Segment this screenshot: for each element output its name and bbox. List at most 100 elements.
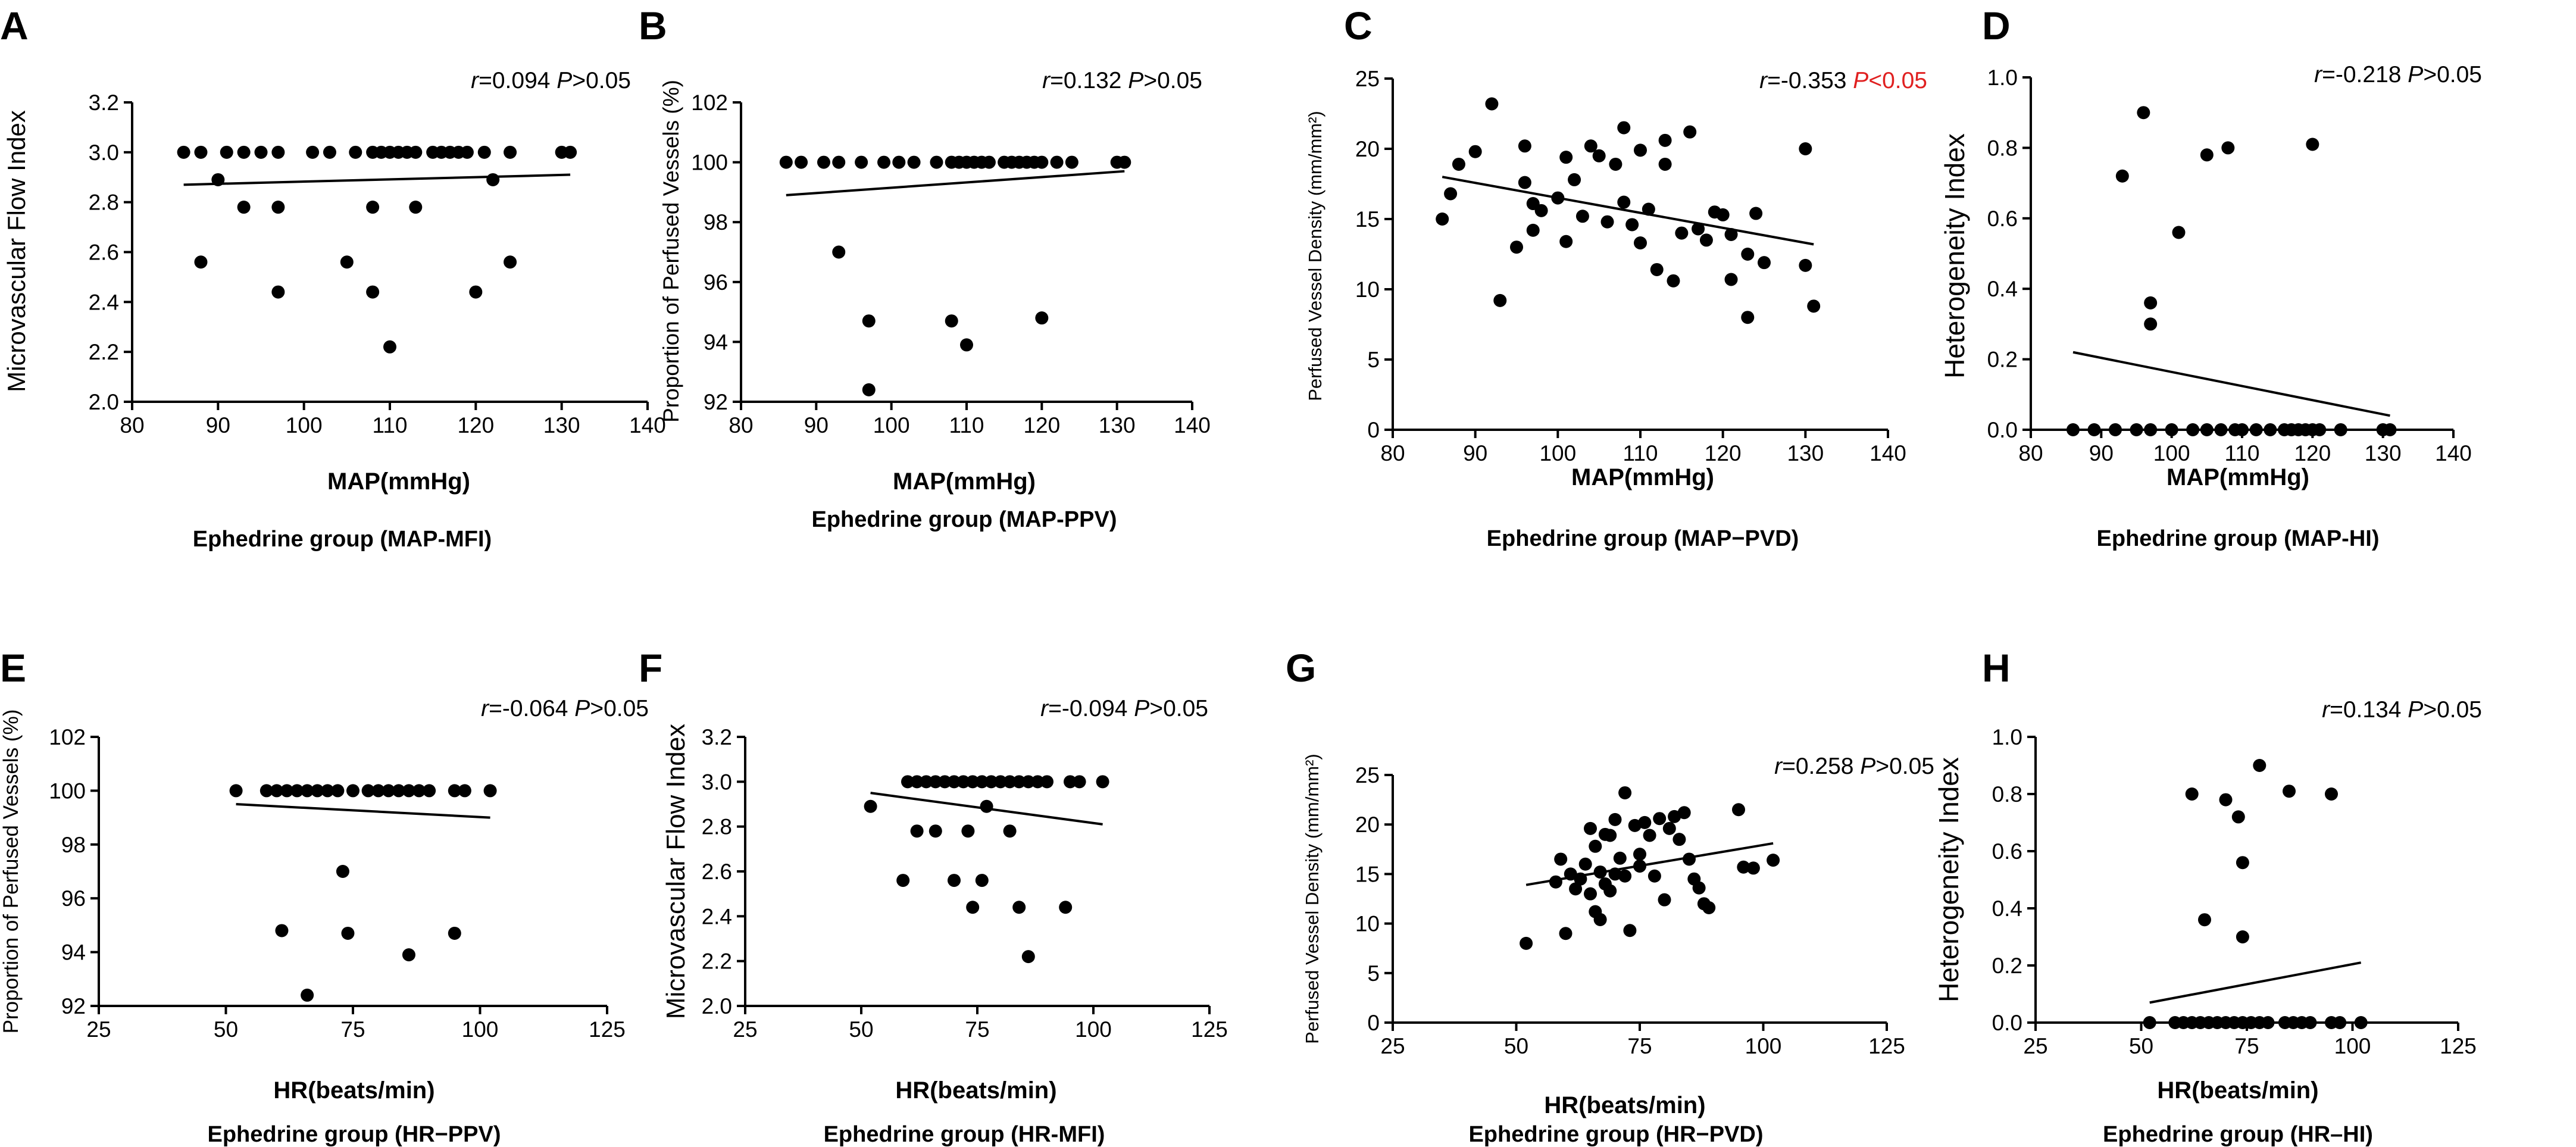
- y-tick-label: 2.8: [89, 190, 119, 215]
- data-point: [220, 145, 233, 159]
- panel-letter: G: [1286, 646, 1316, 690]
- data-point: [361, 784, 375, 798]
- data-point: [2236, 423, 2249, 436]
- x-tick-label: 80: [2018, 441, 2043, 465]
- data-point: [336, 865, 349, 878]
- data-point: [1617, 195, 1631, 209]
- data-point: [564, 145, 577, 159]
- panel-letter: F: [639, 646, 662, 690]
- panel-c: C 80 90 100 110 120 130 140 0 5 10 15 20 25 Perfused V…: [1305, 4, 1927, 551]
- correlation-stat: r=-0.064 P>0.05: [481, 696, 649, 721]
- y-tick-label: 0.4: [1987, 277, 2018, 301]
- data-point: [1799, 142, 1812, 155]
- data-point: [1584, 821, 1597, 835]
- data-point: [862, 383, 876, 396]
- x-axis-label: HR(beats/min): [2157, 1077, 2318, 1104]
- data-point: [2067, 423, 2080, 436]
- data-point: [2165, 423, 2178, 436]
- data-point: [1073, 775, 1086, 789]
- data-point: [1741, 311, 1755, 324]
- data-point: [1518, 176, 1531, 189]
- y-tick-label: 98: [704, 210, 728, 235]
- stat-r-symbol: r: [2314, 62, 2323, 87]
- data-point: [254, 145, 268, 159]
- x-tick-label: 100: [1745, 1034, 1782, 1058]
- data-point: [1642, 202, 1655, 216]
- data-point: [1647, 869, 1661, 883]
- data-point: [1618, 786, 1632, 799]
- stat-r-symbol: r: [2322, 697, 2331, 723]
- data-point: [929, 775, 942, 789]
- data-point: [1807, 299, 1821, 313]
- y-tick-label: 94: [704, 330, 728, 354]
- x-tick-label: 110: [373, 413, 408, 437]
- data-point: [2306, 137, 2319, 151]
- data-point: [1675, 226, 1689, 240]
- data-point: [311, 784, 324, 798]
- regression-line: [786, 170, 1125, 196]
- data-point: [1584, 887, 1597, 901]
- panel-caption: Ephedrine group (HR–HI): [2103, 1122, 2373, 1147]
- data-point: [271, 201, 285, 214]
- stat-p-symbol: P: [1860, 754, 1875, 779]
- data-point: [1578, 857, 1592, 871]
- data-point: [1589, 839, 1602, 853]
- data-point: [1702, 901, 1716, 914]
- y-tick-label: 0.8: [1987, 136, 2018, 160]
- data-point: [1518, 139, 1531, 153]
- data-point: [2283, 785, 2296, 798]
- data-point: [270, 784, 283, 798]
- data-point: [2249, 423, 2263, 436]
- panel-f: F 25 50 75 100 125 2.0 2.2 2.4 2.6 2.8 3.0 3.2 Microv…: [639, 646, 1228, 1147]
- x-tick-label: 130: [2365, 441, 2402, 465]
- data-point: [1692, 881, 1706, 895]
- stat-p-value: <0.05: [1868, 68, 1927, 93]
- data-point: [960, 338, 973, 352]
- data-point: [211, 173, 225, 186]
- data-point: [2144, 423, 2158, 436]
- x-tick-label: 130: [1787, 441, 1824, 465]
- data-point: [1749, 207, 1763, 220]
- y-tick-label: 3.0: [89, 140, 119, 165]
- data-point: [1618, 869, 1632, 883]
- data-point: [1534, 204, 1548, 217]
- y-tick-label: 25: [1355, 67, 1380, 91]
- data-point: [910, 824, 924, 838]
- stat-r-value: =-0.218: [2322, 62, 2408, 87]
- x-tick-label: 120: [2294, 441, 2331, 465]
- data-point: [402, 948, 415, 962]
- stat-p-symbol: P: [557, 68, 572, 93]
- stat-p-value: >0.05: [1143, 68, 1202, 93]
- y-tick-label: 0.2: [1992, 954, 2022, 978]
- y-tick-label: 10: [1355, 277, 1380, 302]
- data-point: [412, 784, 426, 798]
- data-point: [504, 255, 517, 269]
- data-point: [1658, 893, 1671, 907]
- x-axis-label: MAP(mmHg): [2167, 464, 2309, 490]
- stat-p-value: >0.05: [1875, 754, 1934, 779]
- y-tick-label: 5: [1367, 348, 1380, 372]
- y-tick-label: 2.2: [702, 949, 732, 974]
- y-tick-label: 1.0: [1992, 725, 2022, 749]
- x-tick-label: 90: [206, 413, 230, 437]
- y-tick-label: 0.0: [1992, 1011, 2022, 1035]
- y-axis-label: Heterogeneity Index: [1939, 133, 1970, 379]
- y-tick-label: 0.8: [1992, 782, 2022, 807]
- panel-letter: E: [0, 646, 26, 690]
- data-point: [956, 775, 970, 789]
- x-tick-label: 130: [543, 413, 580, 437]
- y-tick-label: 0.4: [1992, 896, 2022, 921]
- data-point: [1584, 139, 1598, 153]
- data-point: [1633, 848, 1646, 861]
- data-point: [448, 784, 461, 798]
- y-tick-label: 102: [691, 90, 728, 115]
- y-tick-label: 0.6: [1992, 839, 2022, 864]
- data-point: [2109, 423, 2122, 436]
- panel-caption: Ephedrine group (MAP−PVD): [1487, 526, 1799, 551]
- data-point: [1692, 222, 1705, 236]
- panel-caption: Ephedrine group (MAP-MFI): [193, 527, 492, 552]
- y-tick-label: 0: [1367, 418, 1380, 442]
- data-point: [1737, 860, 1750, 874]
- data-point: [1493, 293, 1507, 307]
